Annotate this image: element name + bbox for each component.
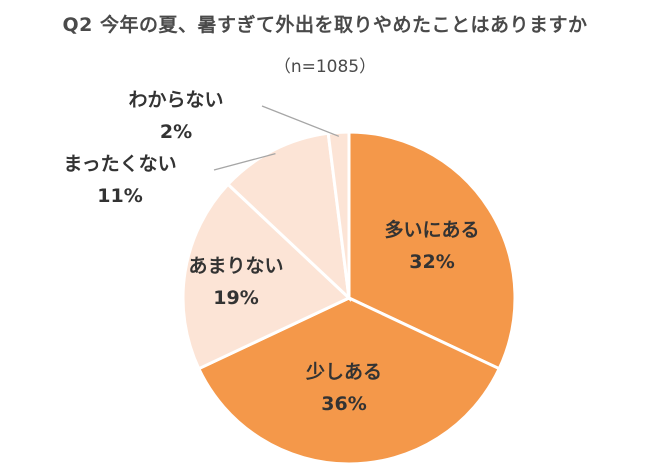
slice-value-amari-nai: 19% xyxy=(213,287,258,309)
leader-line-wakaranai xyxy=(261,105,340,137)
slice-value-ooi-ni-aru: 32% xyxy=(409,251,454,273)
slice-value-mattaku-nai: 11% xyxy=(97,185,142,207)
pie-slice-amari-nai xyxy=(181,182,352,371)
slice-label-mattaku-nai: まったくない xyxy=(63,153,176,175)
slice-label-ooi-ni-aru: 多いにある xyxy=(384,218,479,241)
pie-slice-ooi-ni-aru xyxy=(347,130,517,371)
pie-slice-sukoshi-aru xyxy=(196,296,502,466)
chart-subtitle: （n=1085） xyxy=(273,57,377,77)
pie-slice-wakaranai xyxy=(326,130,351,299)
slice-label-sukoshi-aru: 少しある xyxy=(305,361,382,383)
chart-title: Q2 今年の夏、暑すぎて外出を取りやめたことはありますか xyxy=(62,14,588,36)
pie-slice-mattaku-nai xyxy=(225,131,352,302)
slice-label-amari-nai: あまりない xyxy=(188,255,283,277)
slice-label-wakaranai: わからない xyxy=(128,89,223,111)
slice-value-wakaranai: 2% xyxy=(160,121,192,143)
slice-value-sukoshi-aru: 36% xyxy=(321,393,366,415)
leader-line-mattaku-nai xyxy=(213,153,276,171)
